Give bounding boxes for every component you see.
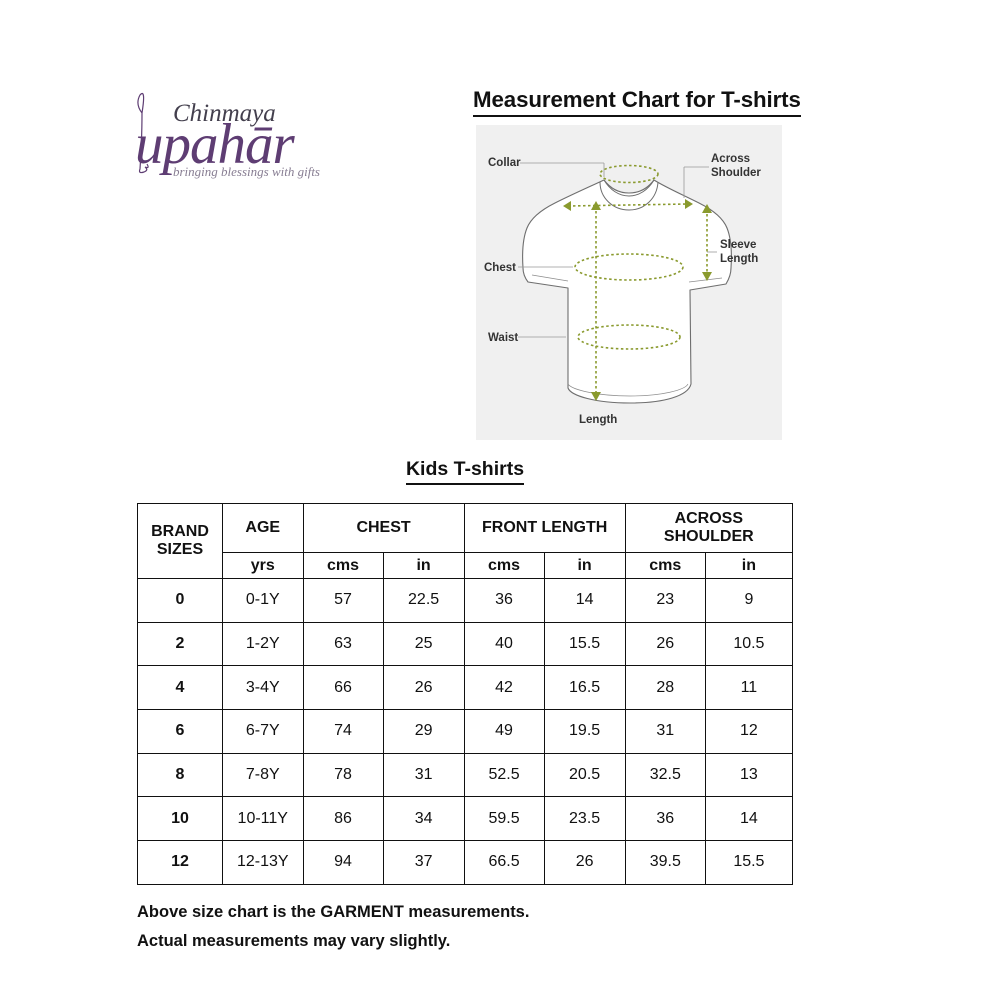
- svg-text:Chest: Chest: [484, 262, 516, 274]
- svg-text:Waist: Waist: [488, 332, 518, 344]
- svg-text:Length: Length: [579, 414, 617, 426]
- svg-text:Shoulder: Shoulder: [711, 167, 761, 179]
- svg-text:Across: Across: [711, 153, 750, 165]
- svg-text:bringing blessings with gifts: bringing blessings with gifts: [173, 164, 320, 179]
- svg-text:Sleeve: Sleeve: [720, 239, 756, 251]
- svg-text:Length: Length: [720, 253, 758, 265]
- svg-text:Collar: Collar: [488, 157, 521, 169]
